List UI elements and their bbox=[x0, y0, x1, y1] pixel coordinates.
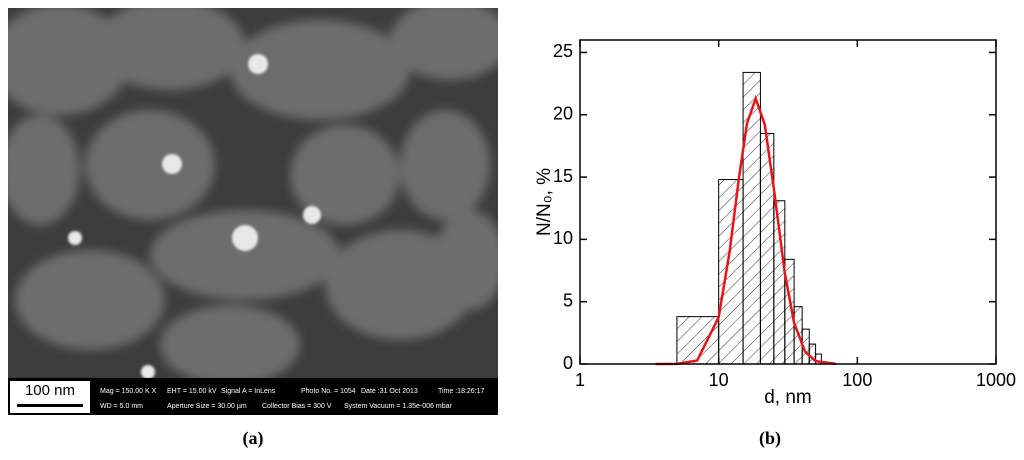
y-axis-label: N/N₀, % bbox=[534, 168, 555, 236]
sem-info: Date :31 Oct 2013 bbox=[361, 388, 418, 395]
sem-image bbox=[8, 8, 498, 378]
panel-label: (b) bbox=[759, 428, 781, 449]
sem-info: Time :18:26:17 bbox=[438, 388, 485, 395]
histogram-bar bbox=[742, 71, 761, 365]
x-tick-label: 10 bbox=[709, 370, 729, 390]
scale-box bbox=[10, 381, 90, 413]
y-tick-label: 10 bbox=[553, 228, 573, 248]
y-tick-label: 15 bbox=[553, 166, 573, 186]
sem-info: Collector Bias = 300 V bbox=[262, 403, 332, 410]
plot-frame bbox=[579, 39, 997, 365]
y-tick-label: 20 bbox=[553, 104, 573, 124]
fit-curve bbox=[655, 94, 837, 366]
x-tick-label: 1 bbox=[575, 370, 585, 390]
sem-info: Aperture Size = 30.00 µm bbox=[167, 403, 247, 410]
sem-info: WD = 5.0 mm bbox=[100, 403, 143, 410]
y-tick-label: 25 bbox=[553, 41, 573, 61]
sem-info: Mag = 150.00 K X bbox=[100, 388, 157, 395]
sem-info: System Vacuum = 1.35e-006 mbar bbox=[344, 403, 453, 410]
scale-bar bbox=[17, 404, 83, 407]
sem-info: Signal A = InLens bbox=[221, 388, 276, 395]
x-tick-label: 100 bbox=[842, 370, 872, 390]
panel-label: (a) bbox=[243, 428, 264, 449]
y-tick-label: 0 bbox=[563, 353, 573, 373]
histogram-bar bbox=[718, 179, 744, 365]
scale-bar-label: 100 nm bbox=[25, 382, 75, 399]
sem-info: EHT = 15.00 kV bbox=[167, 388, 217, 395]
x-axis-label: d, nm bbox=[764, 387, 812, 408]
y-tick-label: 5 bbox=[563, 290, 573, 310]
sem-info: Photo No. = 1054 bbox=[301, 388, 356, 395]
x-tick-label: 1000 bbox=[976, 370, 1016, 390]
